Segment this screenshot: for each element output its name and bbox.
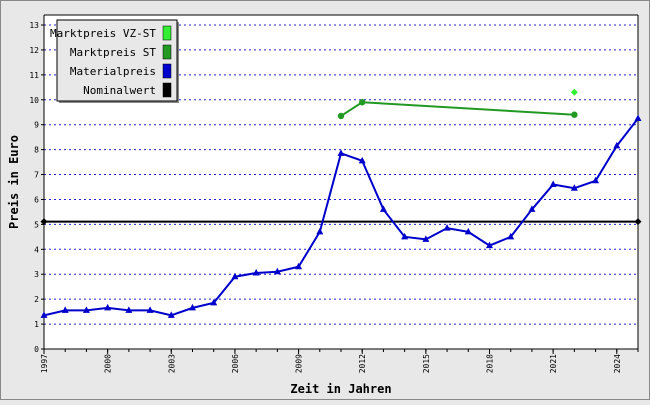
data-point-materialpreis: [634, 114, 642, 121]
y-tick-label: 9: [34, 121, 39, 130]
data-point-nominalwert: [40, 218, 48, 226]
series-materialpreis: [40, 114, 642, 318]
data-point-materialpreis: [464, 227, 472, 235]
y-tick-label: 1: [34, 320, 39, 329]
data-point-materialpreis: [401, 232, 409, 240]
data-point-materialpreis: [422, 235, 430, 242]
data-point-materialpreis: [613, 141, 621, 149]
y-tick-label: 0: [34, 345, 39, 354]
data-point-materialpreis: [231, 272, 239, 280]
data-point-materialpreis: [358, 156, 366, 164]
legend-swatch: [162, 25, 172, 41]
y-tick-label: 12: [29, 46, 39, 55]
data-point-materialpreis: [507, 232, 515, 240]
data-point-materialpreis: [252, 268, 260, 276]
y-tick-label: 3: [34, 270, 39, 279]
y-tick-label: 7: [34, 171, 39, 180]
series-nominalwert: [40, 218, 642, 226]
x-tick-label: 2006: [231, 354, 240, 373]
series-group: [40, 88, 642, 318]
data-point-materialpreis: [210, 298, 218, 306]
data-point-materialpreis: [146, 306, 154, 313]
y-tick-label: 6: [34, 195, 39, 204]
legend: Marktpreis VZ-ST Marktpreis ST Materialpre…: [50, 19, 179, 103]
x-tick-label: 2018: [486, 354, 495, 373]
data-point-materialpreis: [189, 303, 196, 311]
data-point-materialpreis: [61, 306, 69, 313]
data-point-nominalwert: [634, 218, 642, 226]
data-point-materialpreis: [295, 262, 303, 270]
data-point-marktpreis-vz-st: [570, 88, 578, 96]
x-tick-label: 2009: [295, 354, 304, 373]
y-tick-label: 5: [34, 220, 39, 229]
y-axis-title: Preis in Euro: [7, 135, 21, 229]
data-point-materialpreis: [528, 205, 536, 212]
data-point-materialpreis: [570, 184, 578, 191]
gridlines: [44, 24, 638, 325]
y-tick-label: 4: [34, 245, 39, 254]
legend-label: Marktpreis VZ-ST: [50, 27, 156, 40]
y-tick-label: 11: [29, 71, 39, 80]
data-point-materialpreis: [82, 306, 90, 313]
x-axis-title: Zeit in Jahren: [290, 382, 391, 396]
y-tick-label: 10: [29, 96, 39, 105]
data-point-materialpreis: [443, 224, 451, 231]
data-point-materialpreis: [316, 227, 324, 235]
data-point-materialpreis: [486, 241, 493, 249]
x-tick-label: 2012: [358, 354, 367, 373]
data-point-materialpreis: [40, 311, 48, 318]
data-point-materialpreis: [592, 176, 600, 184]
axes: [41, 14, 639, 354]
legend-label: Nominalwert: [83, 84, 156, 97]
data-point-materialpreis: [104, 303, 112, 311]
data-point-marktpreis-st: [571, 111, 578, 118]
legend-swatch: [162, 82, 172, 98]
x-tick-label: 2000: [104, 354, 113, 373]
legend-label: Materialpreis: [70, 65, 156, 78]
data-point-materialpreis: [125, 306, 133, 313]
x-tick-label: 2024: [613, 354, 622, 373]
legend-box: [56, 19, 178, 102]
data-point-materialpreis: [549, 180, 557, 188]
series-marktpreis-vz-st: [570, 88, 578, 96]
x-tick-label: 1997: [40, 354, 49, 373]
data-point-materialpreis: [273, 267, 281, 275]
y-tick-label: 2: [34, 295, 39, 304]
data-point-materialpreis: [167, 311, 175, 318]
data-point-materialpreis: [337, 149, 345, 156]
x-tick-label: 2021: [549, 354, 558, 373]
x-tick-label: 2003: [167, 354, 176, 373]
series-marktpreis-st: [337, 99, 578, 120]
x-tick-label: 2015: [422, 354, 431, 373]
data-point-marktpreis-st: [337, 112, 345, 120]
data-point-marktpreis-st: [359, 99, 366, 106]
y-tick-label: 13: [29, 21, 39, 30]
y-tick-label: 8: [34, 146, 39, 155]
legend-swatch: [162, 44, 172, 60]
legend-swatch: [162, 63, 172, 79]
legend-label: Marktpreis ST: [70, 46, 156, 59]
data-point-materialpreis: [379, 205, 387, 212]
